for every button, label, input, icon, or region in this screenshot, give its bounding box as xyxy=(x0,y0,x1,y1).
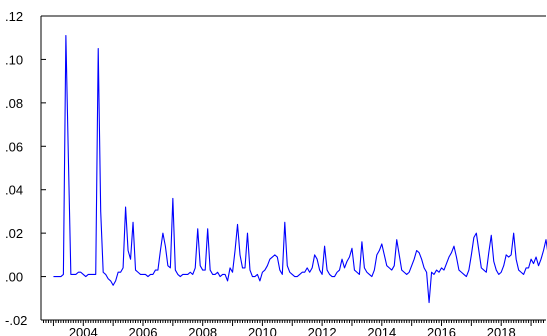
y-tick-label: .10 xyxy=(5,52,23,67)
y-tick-label: .06 xyxy=(5,139,23,154)
x-axis: 2004 2006 2008 2010 2012 2014 2016 2018 xyxy=(42,320,545,336)
y-tick-label: .02 xyxy=(5,226,23,241)
x-tick-label: 2014 xyxy=(367,325,396,336)
x-tick-label: 2010 xyxy=(248,325,277,336)
y-tick-label: .12 xyxy=(5,9,23,24)
x-tick-label: 2006 xyxy=(129,325,158,336)
x-tick-label: 2016 xyxy=(427,325,456,336)
series-layer xyxy=(53,34,547,304)
x-tick-label: 2008 xyxy=(188,325,217,336)
y-tick-label: .04 xyxy=(5,183,23,198)
y-tick-label: .08 xyxy=(5,96,23,111)
x-tick-label: 2018 xyxy=(487,325,516,336)
y-tick-label: -.02 xyxy=(5,313,27,328)
y-tick-label: .00 xyxy=(5,270,23,285)
x-tick-label: 2012 xyxy=(308,325,337,336)
x-tick-label: 2004 xyxy=(69,325,98,336)
y-axis: -.02 .00 .02 .04 .06 .08 .10 .12 xyxy=(5,9,46,328)
plot-frame xyxy=(40,15,546,321)
series-line xyxy=(53,34,547,304)
